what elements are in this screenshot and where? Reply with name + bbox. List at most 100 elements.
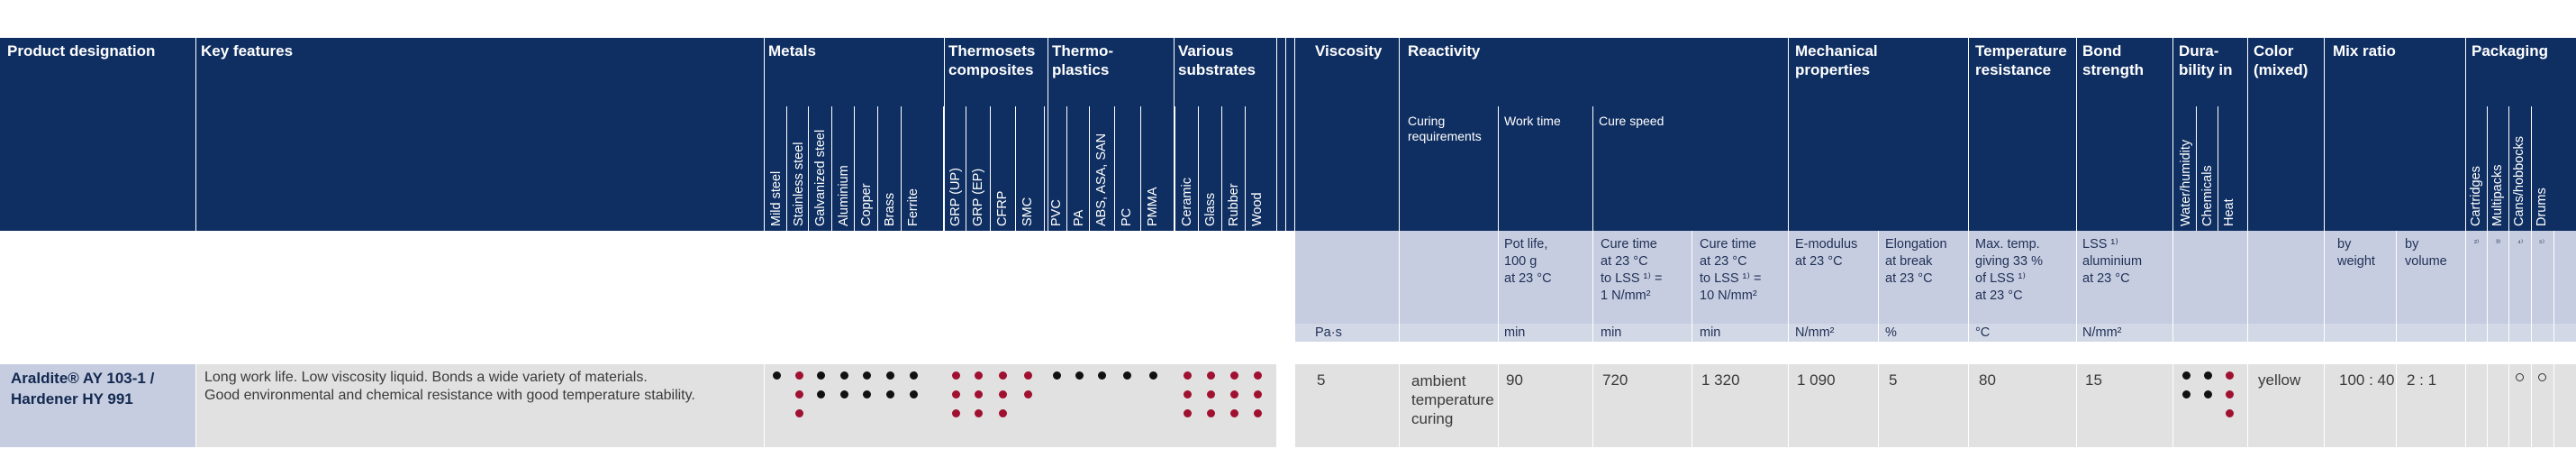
substrate-rating-dot bbox=[773, 371, 781, 380]
column-divider bbox=[2172, 231, 2173, 447]
column-divider bbox=[1294, 38, 1295, 231]
durability-rating-dot bbox=[2204, 390, 2212, 398]
substrate-rating-dot bbox=[840, 371, 848, 380]
unit-work-time: min bbox=[1504, 325, 1526, 340]
properties-cell bbox=[1295, 364, 2576, 447]
column-divider bbox=[808, 106, 809, 231]
product-cell bbox=[0, 364, 195, 447]
column-divider bbox=[2553, 231, 2554, 447]
unit-temperature: °C bbox=[1975, 325, 1991, 340]
durability-rating-dot bbox=[2204, 371, 2212, 380]
substrate-label: Ceramic bbox=[1180, 178, 1194, 226]
header-mechanical-properties: Mechanical properties bbox=[1795, 42, 1878, 78]
column-divider bbox=[1140, 106, 1141, 231]
column-divider bbox=[1198, 106, 1199, 231]
column-divider bbox=[2487, 106, 2488, 231]
durability-label: Heat bbox=[2222, 198, 2236, 226]
header-mix-ratio: Mix ratio bbox=[2333, 42, 2396, 60]
value-curing-requirements: ambient temperature curing bbox=[1411, 372, 1494, 427]
unit-lss: N/mm² bbox=[2082, 325, 2122, 340]
note-pot-life: Pot life, 100 g at 23 °C bbox=[1504, 237, 1552, 286]
durability-rating-dot bbox=[2226, 371, 2234, 380]
substrate-label: PC bbox=[1120, 207, 1134, 226]
substrate-rating-dot bbox=[863, 371, 871, 380]
unit-cure-10: min bbox=[1700, 325, 1721, 340]
column-divider bbox=[901, 106, 902, 231]
substrate-label: Copper bbox=[859, 183, 874, 226]
column-divider bbox=[2172, 38, 2173, 231]
substrate-rating-dot bbox=[817, 371, 825, 380]
subheader-cure-speed: Cure speed bbox=[1599, 114, 1664, 128]
substrate-rating-dot bbox=[1230, 371, 1238, 380]
substrate-rating-dot bbox=[1184, 390, 1192, 398]
packaging-availability-mark bbox=[2538, 373, 2546, 381]
column-divider bbox=[2196, 106, 2197, 231]
substrate-rating-dot bbox=[1024, 390, 1032, 398]
substrate-rating-dot bbox=[1184, 409, 1192, 417]
substrate-rating-dot bbox=[1230, 390, 1238, 398]
subheader-work-time: Work time bbox=[1504, 114, 1561, 128]
column-divider bbox=[854, 106, 855, 231]
column-divider bbox=[2076, 38, 2077, 231]
column-divider bbox=[1221, 106, 1222, 231]
substrate-rating-dot bbox=[1207, 390, 1215, 398]
column-divider bbox=[1498, 231, 1499, 447]
header-metals: Metals bbox=[768, 42, 816, 60]
footnote-drums: ⁵⁾ bbox=[2539, 238, 2544, 247]
column-divider bbox=[2531, 106, 2532, 231]
note-cure-time-1: Cure time at 23 °C to LSS ¹⁾ = 1 N/mm² bbox=[1601, 237, 1663, 303]
column-divider bbox=[1399, 38, 1400, 231]
header-thermosets: Thermosets composites bbox=[948, 42, 1036, 78]
column-divider bbox=[1245, 106, 1246, 231]
substrate-label: PVC bbox=[1049, 199, 1064, 226]
header-temperature-resistance: Temperature resistance bbox=[1975, 42, 2067, 78]
substrate-rating-dot bbox=[1207, 409, 1215, 417]
substrate-label: GRP (EP) bbox=[971, 168, 985, 226]
column-divider bbox=[1788, 231, 1789, 447]
column-divider bbox=[2508, 231, 2509, 447]
substrate-label: Ferrite bbox=[906, 188, 921, 226]
substrate-rating-dot bbox=[1254, 409, 1262, 417]
column-divider bbox=[831, 106, 832, 231]
column-divider bbox=[2531, 231, 2532, 447]
substrate-label: GRP (UP) bbox=[948, 168, 963, 226]
value-cure-time-1: 720 bbox=[1602, 371, 1628, 389]
header-reactivity: Reactivity bbox=[1408, 42, 1481, 60]
substrate-rating-dot bbox=[886, 390, 894, 398]
substrate-rating-dot bbox=[999, 371, 1007, 380]
column-divider bbox=[2076, 231, 2077, 447]
column-divider bbox=[2324, 38, 2325, 231]
substrate-rating-dot bbox=[886, 371, 894, 380]
footnote-cans: ⁴⁾ bbox=[2517, 238, 2524, 247]
unit-cure-1: min bbox=[1601, 325, 1622, 340]
footnote-cartridges: ²⁾ bbox=[2474, 238, 2480, 247]
unit-e-modulus: N/mm² bbox=[1795, 325, 1835, 340]
header-product-designation: Product designation bbox=[7, 42, 156, 60]
table-header bbox=[0, 38, 2576, 231]
substrate-label: Glass bbox=[1203, 192, 1218, 226]
units-band bbox=[1295, 324, 2576, 342]
header-viscosity: Viscosity bbox=[1315, 42, 1383, 60]
packaging-label: Cartridges bbox=[2469, 166, 2483, 226]
column-divider bbox=[1276, 38, 1277, 231]
column-divider bbox=[944, 38, 945, 231]
durability-label: Water/humidity bbox=[2179, 139, 2193, 226]
column-divider bbox=[2465, 38, 2466, 231]
substrate-rating-dot bbox=[795, 390, 803, 398]
substrate-label: CFRP bbox=[995, 190, 1010, 226]
note-max-temp: Max. temp. giving 33 % of LSS ¹⁾ at 23 °C bbox=[1975, 237, 2043, 303]
column-divider bbox=[2247, 38, 2248, 231]
durability-rating-dot bbox=[2226, 390, 2234, 398]
column-divider bbox=[943, 106, 944, 231]
unit-elongation: % bbox=[1885, 325, 1897, 340]
header-packaging: Packaging bbox=[2472, 42, 2549, 60]
substrate-rating-dot bbox=[952, 409, 960, 417]
value-color: yellow bbox=[2258, 371, 2301, 389]
substrate-rating-dot bbox=[1254, 371, 1262, 380]
column-divider bbox=[764, 38, 765, 231]
column-divider bbox=[1498, 106, 1499, 231]
unit-viscosity: Pa·s bbox=[1315, 325, 1342, 340]
column-divider bbox=[1044, 106, 1045, 231]
substrate-label: PMMA bbox=[1146, 187, 1160, 227]
header-key-features: Key features bbox=[201, 42, 294, 60]
